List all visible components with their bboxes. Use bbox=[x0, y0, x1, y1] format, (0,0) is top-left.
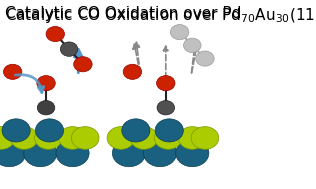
Circle shape bbox=[35, 119, 64, 142]
Circle shape bbox=[46, 26, 64, 42]
Circle shape bbox=[37, 76, 55, 91]
Circle shape bbox=[157, 76, 175, 91]
Circle shape bbox=[157, 101, 174, 115]
Circle shape bbox=[112, 139, 146, 167]
Circle shape bbox=[130, 127, 158, 149]
Circle shape bbox=[0, 139, 26, 167]
Circle shape bbox=[107, 127, 135, 149]
Circle shape bbox=[191, 127, 219, 149]
Circle shape bbox=[154, 127, 182, 149]
Circle shape bbox=[179, 127, 206, 149]
FancyArrowPatch shape bbox=[15, 75, 44, 92]
Circle shape bbox=[3, 64, 22, 79]
Circle shape bbox=[10, 127, 38, 149]
Circle shape bbox=[24, 139, 57, 167]
Circle shape bbox=[143, 139, 177, 167]
Circle shape bbox=[170, 25, 189, 40]
Circle shape bbox=[60, 42, 78, 56]
Text: Catalytic CO Oxidation over Pd$_{70}$Au$_{30}$(111): Catalytic CO Oxidation over Pd$_{70}$Au$… bbox=[5, 6, 316, 25]
Circle shape bbox=[37, 101, 55, 115]
Circle shape bbox=[196, 51, 214, 66]
Circle shape bbox=[59, 127, 86, 149]
Text: Catalytic CO Oxidation over Pd: Catalytic CO Oxidation over Pd bbox=[5, 6, 241, 21]
Circle shape bbox=[184, 38, 201, 53]
Circle shape bbox=[34, 127, 62, 149]
Circle shape bbox=[2, 119, 30, 142]
Circle shape bbox=[176, 139, 209, 167]
Circle shape bbox=[56, 139, 89, 167]
Circle shape bbox=[155, 119, 183, 142]
Circle shape bbox=[123, 64, 142, 79]
Circle shape bbox=[0, 127, 15, 149]
Circle shape bbox=[122, 119, 150, 142]
Circle shape bbox=[74, 57, 92, 72]
Circle shape bbox=[71, 127, 99, 149]
